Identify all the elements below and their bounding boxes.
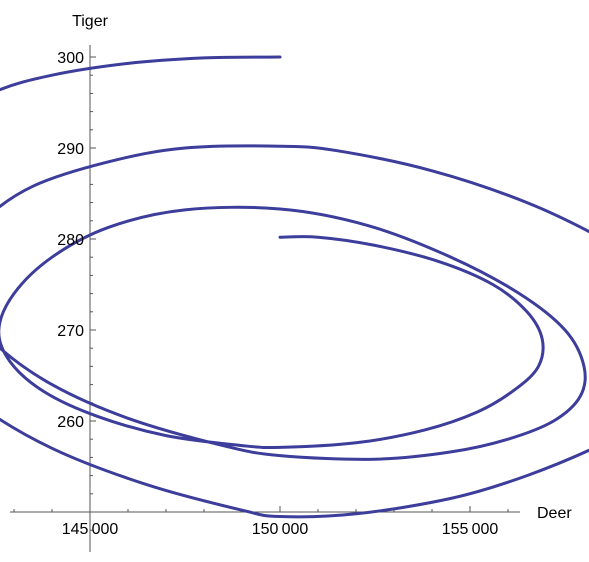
y-tick-label: 270 (57, 323, 84, 340)
y-tick-label: 260 (57, 414, 84, 431)
y-axis-label: Tiger (72, 13, 109, 30)
x-axis-label: Deer (537, 505, 572, 522)
x-tick-label: 145 000 (62, 521, 119, 538)
series-line-0 (0, 55, 589, 519)
x-tick-label: 150 000 (252, 521, 309, 538)
x-tick-label: 155 000 (442, 521, 499, 538)
y-tick-label: 300 (57, 50, 84, 67)
y-tick-label: 290 (57, 141, 84, 158)
y-tick-label: 280 (57, 232, 84, 249)
